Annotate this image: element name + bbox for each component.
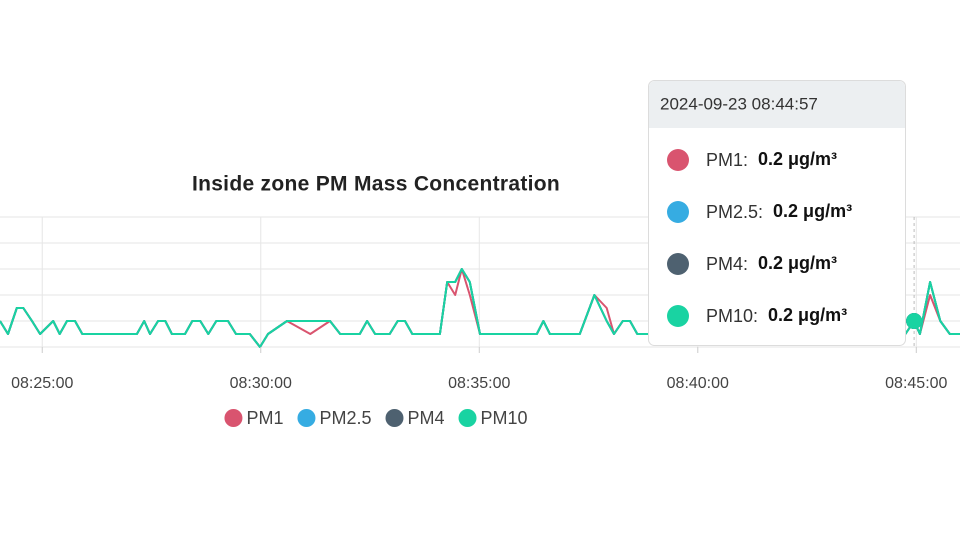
legend-marker — [224, 409, 243, 427]
legend-item[interactable]: PM4 — [385, 408, 445, 428]
x-tick-label: 08:25:00 — [11, 375, 73, 392]
lines — [0, 217, 960, 348]
x-tick-label: 08:35:00 — [448, 375, 510, 392]
x-tick-label: 08:40:00 — [667, 375, 729, 392]
tooltip-name: PM1: — [706, 150, 748, 170]
series-line — [0, 268, 960, 348]
legend-label: PM1 — [246, 408, 283, 428]
tooltip-box — [648, 80, 906, 346]
tooltip-value: 0.2 μg/m³ — [773, 201, 852, 221]
legend-label: PM2.5 — [319, 408, 371, 428]
x-tick-label: 08:45:00 — [885, 375, 947, 392]
chart-title: Inside zone PM Mass Concentration — [192, 173, 560, 196]
tooltip-name: PM2.5: — [706, 202, 763, 222]
legend-item[interactable]: PM1 — [224, 408, 283, 428]
tooltip-title: 2024-09-23 08:44:57 — [660, 94, 818, 113]
tooltip-value: 0.2 μg/m³ — [768, 305, 847, 325]
legend: PM1 PM2.5 PM4 PM10 — [224, 408, 528, 428]
legend-marker — [385, 409, 404, 427]
legend-item[interactable]: PM10 — [458, 408, 528, 428]
x-axis: 08:25:00 08:30:00 08:35:00 08:40:00 08:45:00 — [11, 347, 948, 392]
tooltip-marker — [667, 305, 689, 327]
legend-marker — [458, 409, 477, 427]
tooltip-header — [649, 81, 905, 128]
x-tick-label: 08:30:00 — [230, 375, 292, 392]
tooltip-name: PM4: — [706, 254, 748, 274]
tooltip-marker — [667, 149, 689, 171]
legend-label: PM4 — [408, 408, 445, 428]
tooltip-name: PM10: — [706, 306, 758, 326]
tooltip: 2024-09-23 08:44:57 PM1: 0.2 μg/m³ PM2.5: 0.… — [648, 80, 906, 346]
legend-label: PM10 — [481, 408, 528, 428]
legend-marker — [297, 409, 316, 427]
hover-marker — [906, 313, 923, 329]
tooltip-marker — [667, 253, 689, 275]
tooltip-value: 0.2 μg/m³ — [758, 149, 837, 169]
tooltip-value: 0.2 μg/m³ — [758, 253, 837, 273]
legend-item[interactable]: PM2.5 — [297, 408, 372, 428]
tooltip-marker — [667, 201, 689, 223]
